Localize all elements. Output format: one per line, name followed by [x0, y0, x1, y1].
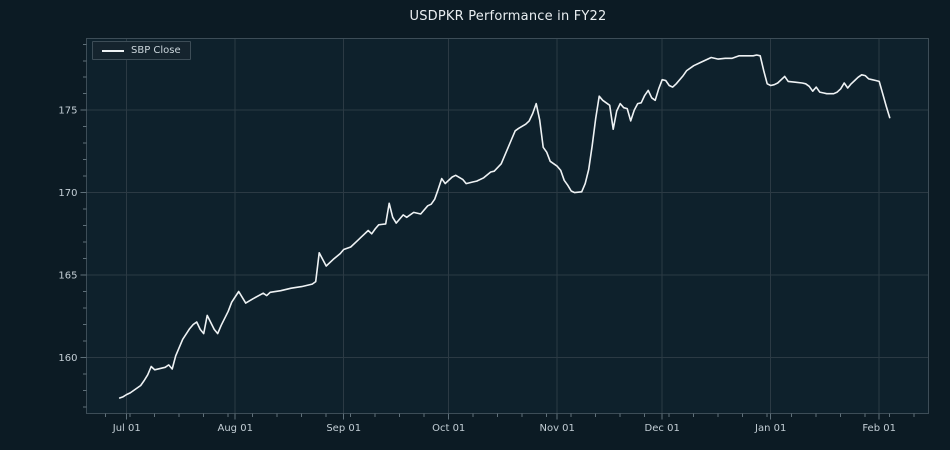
sbp-close-line — [118, 54, 891, 399]
x-tick-label: Jul 01 — [112, 423, 141, 434]
legend-label: SBP Close — [131, 45, 181, 56]
x-tick-label: Dec 01 — [645, 423, 680, 434]
legend-line-swatch — [102, 49, 124, 52]
legend: SBP Close — [92, 41, 191, 60]
x-tick-label: Nov 01 — [539, 423, 574, 434]
y-tick-label: 165 — [58, 271, 77, 282]
y-tick-label: 170 — [58, 188, 77, 199]
gridlines — [86, 38, 929, 414]
plot-background — [86, 38, 929, 414]
x-tick-label: Oct 01 — [432, 423, 465, 434]
chart-title: USDPKR Performance in FY22 — [409, 9, 607, 24]
y-tick-label: 160 — [58, 353, 77, 364]
x-tick-label: Feb 01 — [862, 423, 896, 434]
y-tick-label: 175 — [58, 106, 77, 117]
tick-labels: Jul 01 Aug 01 Sep 01 Oct 01 Nov 01 Dec 01 Jan … — [58, 106, 896, 434]
axis-ticks — [80, 43, 915, 420]
x-tick-label: Aug 01 — [218, 423, 253, 434]
x-tick-label: Sep 01 — [326, 423, 361, 434]
x-tick-label: Jan 01 — [754, 423, 786, 434]
